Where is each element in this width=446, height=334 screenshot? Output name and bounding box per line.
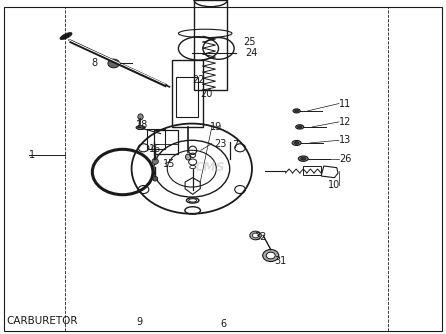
Ellipse shape (296, 125, 304, 129)
Ellipse shape (153, 176, 158, 181)
Bar (154, 130, 178, 154)
Text: 12: 12 (339, 117, 351, 127)
Ellipse shape (136, 126, 145, 130)
Text: CARBURETOR: CARBURETOR (7, 316, 78, 326)
Text: 20: 20 (201, 89, 213, 99)
Text: 6: 6 (221, 319, 227, 329)
Text: 32: 32 (254, 232, 267, 242)
Text: 25: 25 (243, 37, 256, 47)
Ellipse shape (298, 156, 308, 161)
Text: CMS: CMS (194, 161, 225, 173)
Bar (147, 129, 165, 149)
Text: 23: 23 (214, 139, 227, 149)
Circle shape (250, 231, 261, 240)
Text: 15: 15 (163, 159, 175, 169)
Bar (172, 60, 203, 127)
Text: 11: 11 (339, 99, 351, 109)
Ellipse shape (294, 142, 299, 144)
Text: 22: 22 (192, 75, 204, 85)
Ellipse shape (295, 110, 298, 112)
Circle shape (252, 233, 259, 238)
Ellipse shape (138, 114, 143, 120)
Text: 13: 13 (339, 135, 351, 145)
Text: 10: 10 (328, 180, 340, 190)
Ellipse shape (297, 126, 302, 128)
Bar (194, 0, 227, 90)
Text: 8: 8 (91, 58, 98, 68)
Text: 18: 18 (136, 120, 148, 130)
Text: 31: 31 (274, 256, 286, 266)
Text: 1: 1 (29, 150, 35, 160)
Text: 9: 9 (136, 317, 142, 327)
Circle shape (263, 249, 279, 262)
Text: 24: 24 (245, 48, 258, 58)
Text: 7: 7 (232, 140, 238, 150)
Bar (176, 77, 198, 117)
Text: 26: 26 (339, 154, 351, 164)
Ellipse shape (60, 32, 72, 40)
Bar (303, 166, 321, 175)
Ellipse shape (292, 141, 301, 146)
Ellipse shape (152, 158, 158, 164)
Ellipse shape (186, 154, 191, 160)
Text: 16: 16 (149, 144, 161, 154)
Ellipse shape (293, 109, 300, 113)
Circle shape (108, 59, 120, 68)
Circle shape (266, 252, 275, 259)
Text: 19: 19 (210, 122, 222, 132)
Ellipse shape (301, 157, 306, 160)
